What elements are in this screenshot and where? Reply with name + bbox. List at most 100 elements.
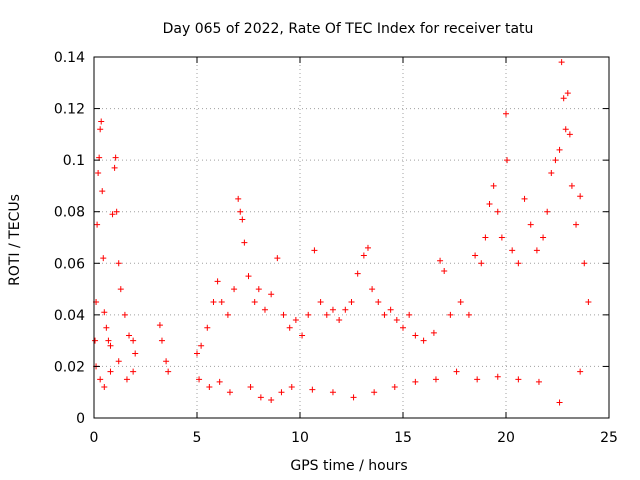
data-point (158, 337, 165, 344)
data-point (486, 200, 493, 207)
data-point (224, 311, 231, 318)
data-point (101, 309, 108, 316)
data-point (562, 126, 569, 133)
data-point (552, 157, 559, 164)
data-point (288, 384, 295, 391)
data-point (412, 378, 419, 385)
data-point (504, 157, 511, 164)
data-point (329, 389, 336, 396)
data-point (521, 195, 528, 202)
data-point (113, 208, 120, 215)
data-point (573, 221, 580, 228)
data-point (196, 376, 203, 383)
data-point (548, 170, 555, 177)
data-point (286, 324, 293, 331)
data-point (107, 342, 114, 349)
data-point (381, 311, 388, 318)
data-point (251, 298, 258, 305)
data-point (305, 311, 312, 318)
data-point (364, 244, 371, 251)
data-point (268, 396, 275, 403)
data-point (268, 291, 275, 298)
data-point (210, 298, 217, 305)
data-point (130, 368, 137, 375)
data-point (437, 257, 444, 264)
grid-lines (94, 57, 609, 418)
data-point (453, 368, 460, 375)
data-point (247, 384, 254, 391)
data-point (299, 332, 306, 339)
data-points (92, 59, 592, 406)
data-point (533, 247, 540, 254)
data-point (432, 376, 439, 383)
x-tick-labels: 0 5 10 15 20 25 (90, 430, 618, 446)
data-point (400, 324, 406, 331)
data-point (111, 164, 118, 171)
data-point (94, 221, 101, 228)
data-point (130, 337, 137, 344)
data-point (235, 195, 242, 202)
data-point (329, 306, 336, 313)
data-point (535, 378, 542, 385)
data-point (472, 252, 479, 259)
data-point (556, 399, 563, 406)
y-tick-label: 0.14 (54, 50, 85, 66)
data-point (165, 368, 172, 375)
data-point (117, 286, 124, 293)
data-point (123, 376, 130, 383)
data-point (132, 350, 139, 357)
y-tick-label: 0.06 (54, 256, 85, 272)
data-point (101, 384, 108, 391)
data-point (509, 247, 516, 254)
x-axis-title: GPS time / hours (290, 458, 407, 474)
data-point (194, 350, 200, 357)
data-point (348, 298, 355, 305)
data-point (206, 384, 213, 391)
x-tick-label: 25 (600, 430, 618, 446)
data-point (99, 188, 106, 195)
data-point (503, 110, 509, 117)
y-tick-label: 0.12 (54, 102, 85, 118)
data-point (226, 389, 233, 396)
data-point (105, 337, 112, 344)
data-point (245, 273, 252, 280)
data-point (482, 234, 489, 241)
data-point (95, 170, 102, 177)
y-tick-labels: 0 0.02 0.04 0.06 0.08 0.1 0.12 0.14 (54, 50, 85, 427)
x-tick-label: 5 (193, 430, 202, 446)
data-point (375, 298, 382, 305)
data-point (577, 193, 584, 200)
data-point (100, 255, 107, 262)
data-point (121, 311, 128, 318)
data-point (292, 317, 299, 324)
data-point (369, 286, 376, 293)
y-tick-label: 0.08 (54, 205, 85, 221)
data-point (558, 59, 565, 66)
data-point (387, 306, 394, 313)
data-point (241, 239, 248, 246)
data-point (214, 278, 221, 285)
data-point (568, 182, 575, 189)
data-point (115, 358, 122, 365)
chart-title: Day 065 of 2022, Rate Of TEC Index for r… (163, 21, 534, 37)
data-point (97, 376, 104, 383)
data-point (465, 311, 472, 318)
data-point (239, 216, 246, 223)
data-point (156, 322, 163, 329)
data-point (544, 208, 551, 215)
data-point (115, 260, 122, 267)
data-point (564, 90, 571, 97)
data-point (103, 324, 110, 331)
data-point (204, 324, 211, 331)
data-point (360, 252, 367, 259)
data-point (274, 255, 281, 262)
data-point (198, 342, 205, 349)
data-point (237, 208, 244, 215)
data-point (371, 389, 378, 396)
data-point (350, 394, 357, 401)
data-point (126, 332, 133, 339)
data-point (560, 95, 567, 102)
data-point (311, 247, 318, 254)
